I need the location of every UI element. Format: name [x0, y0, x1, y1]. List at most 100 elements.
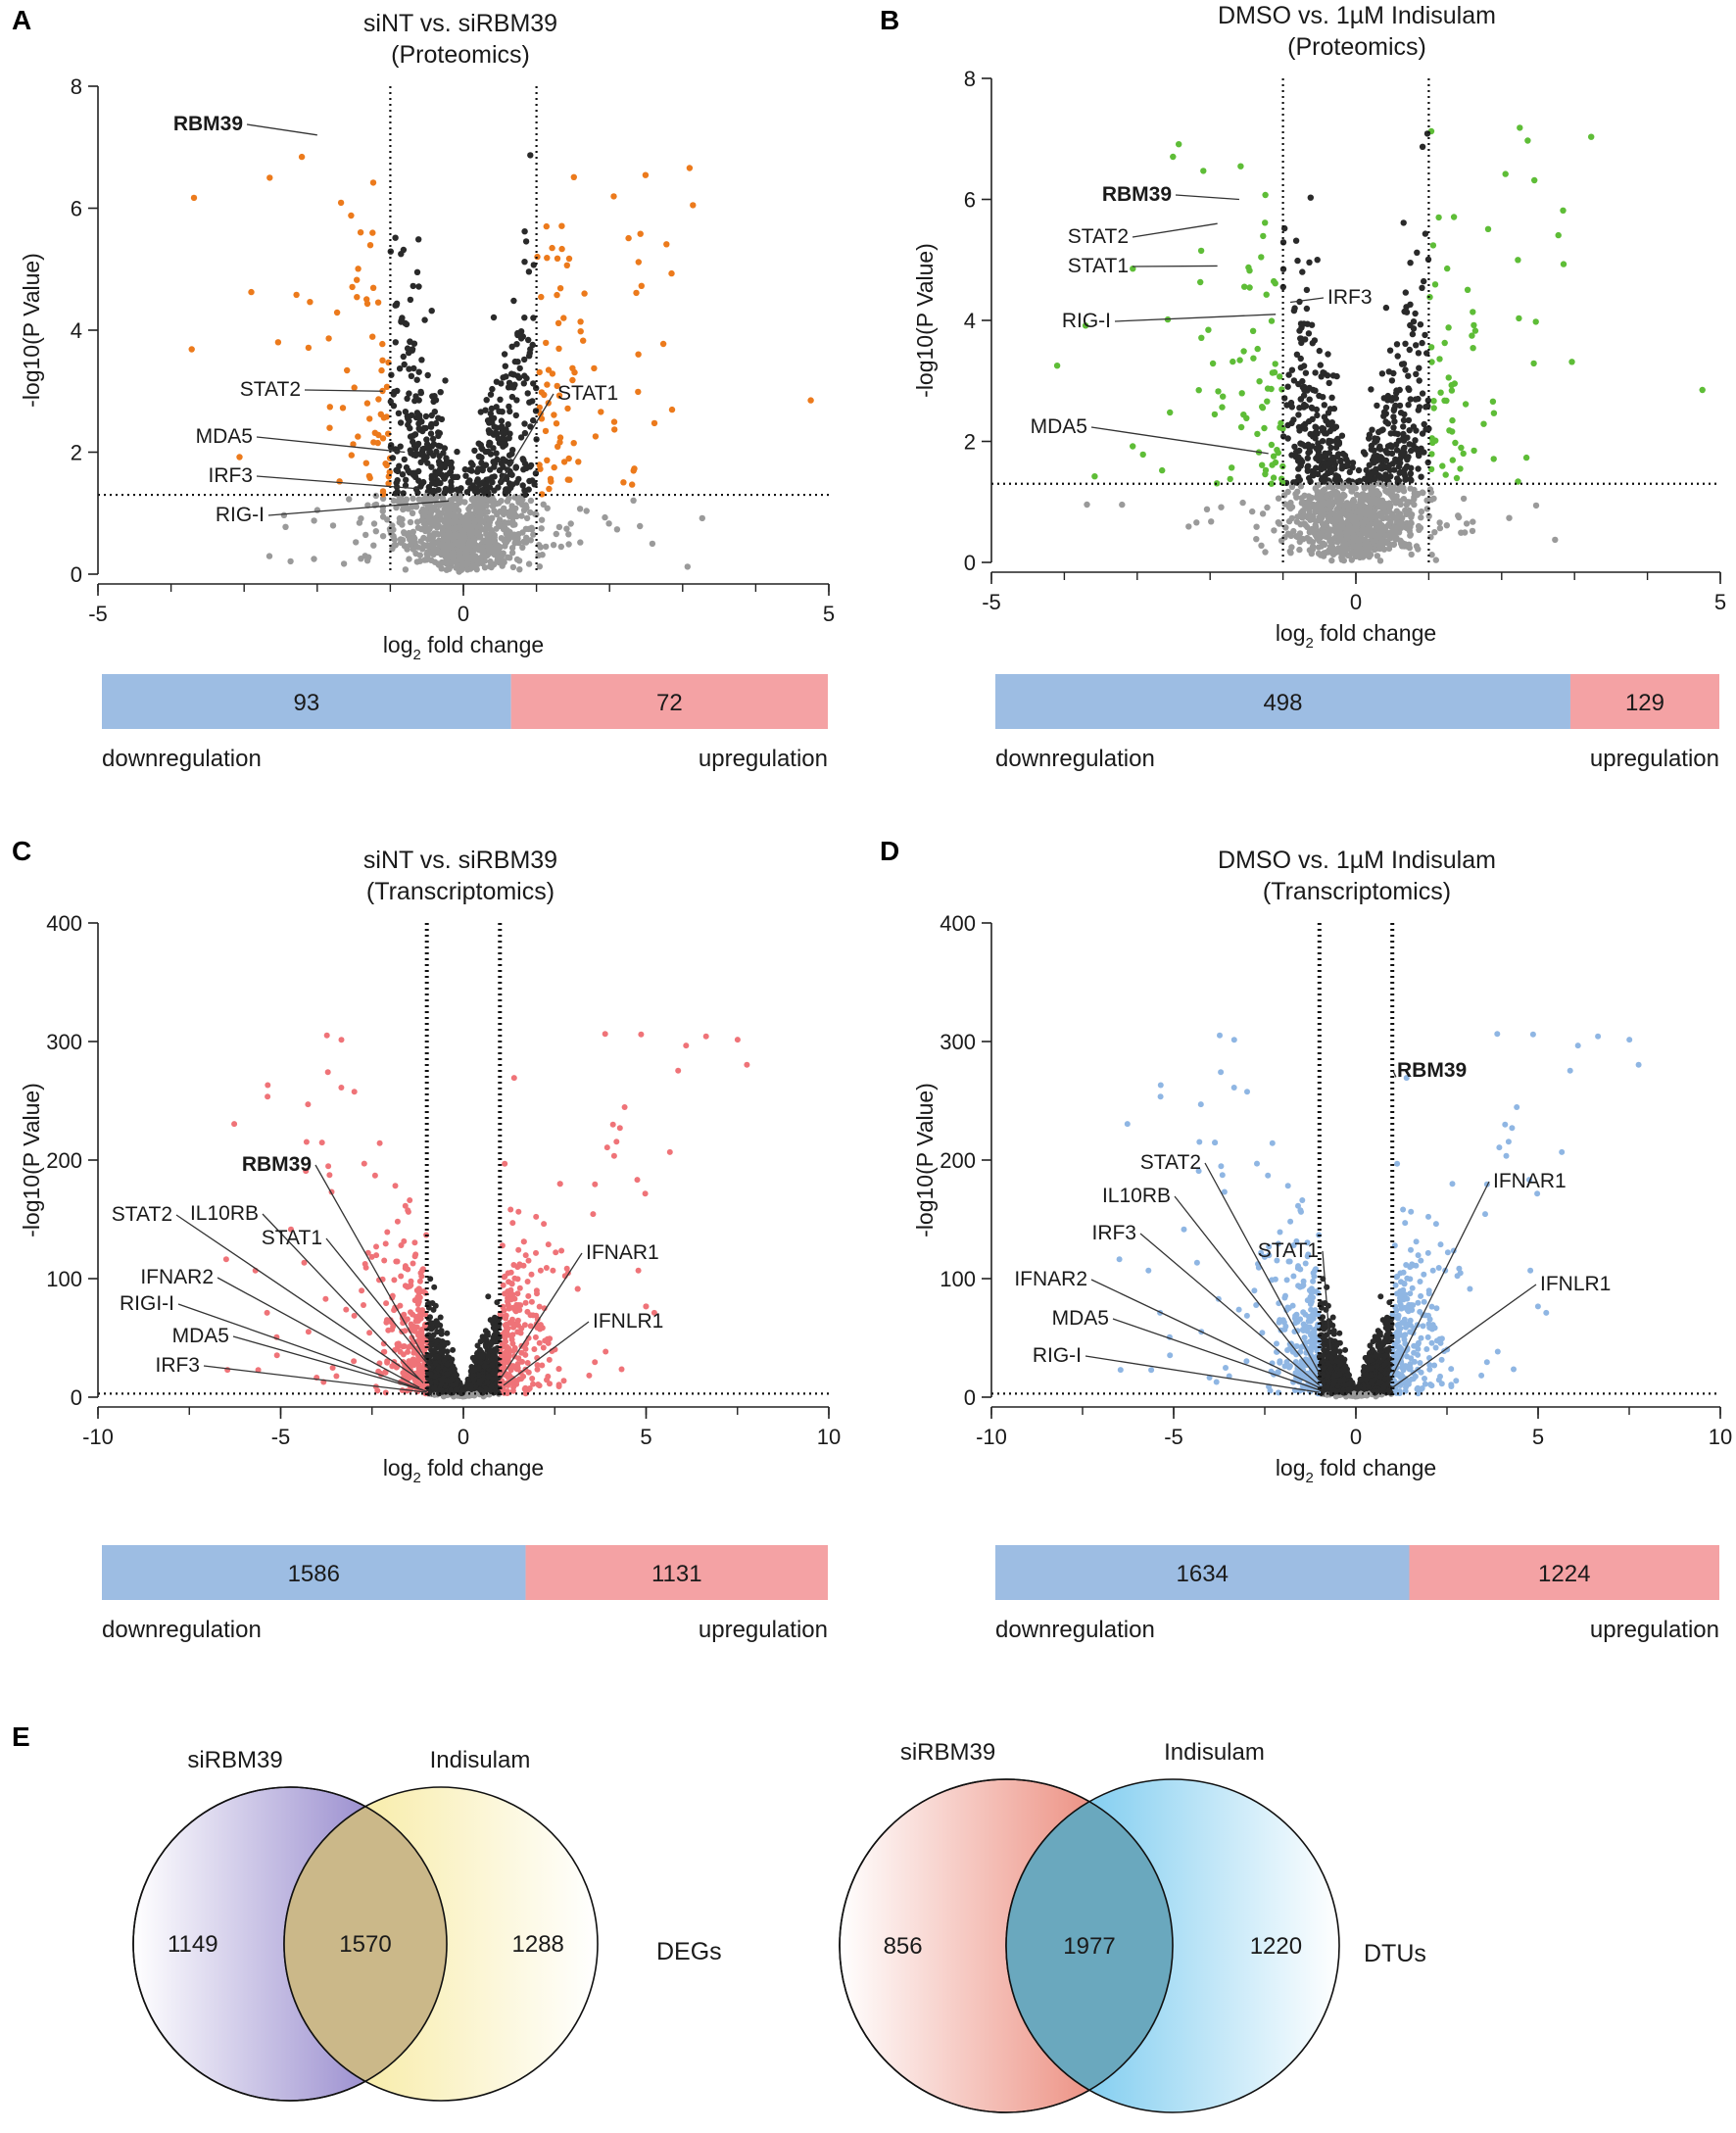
data-point: [489, 386, 495, 392]
data-point: [403, 566, 409, 572]
data-point: [1412, 311, 1418, 316]
data-point: [486, 419, 492, 425]
data-point: [526, 478, 532, 484]
data-point: [663, 241, 669, 247]
data-point: [429, 308, 435, 314]
data-point: [527, 509, 533, 515]
data-point: [580, 338, 586, 344]
x-axis-label: log2 fold change: [383, 632, 544, 663]
data-point: [1402, 477, 1408, 483]
data-point: [525, 1293, 531, 1299]
gene-label: STAT2: [1068, 225, 1129, 248]
data-point: [555, 320, 561, 326]
data-point: [529, 1376, 535, 1382]
data-point: [1347, 469, 1353, 475]
data-point: [611, 426, 617, 432]
data-point: [550, 370, 555, 376]
data-point: [1185, 523, 1191, 529]
data-point: [479, 499, 485, 505]
data-point: [511, 1075, 517, 1081]
data-point: [1530, 361, 1536, 366]
upregulation-label: upregulation: [699, 1617, 828, 1643]
data-point: [1517, 124, 1522, 130]
data-point: [611, 1153, 617, 1159]
data-point: [544, 1265, 550, 1271]
data-point: [548, 478, 554, 484]
data-point: [1306, 260, 1312, 266]
data-point: [405, 1349, 410, 1355]
data-point: [1236, 357, 1242, 363]
x-axis-label-sub: 2: [1306, 635, 1314, 652]
data-point: [1258, 254, 1264, 260]
data-point: [523, 465, 529, 471]
data-point: [1320, 438, 1326, 444]
data-point: [526, 268, 532, 274]
data-point: [1411, 423, 1417, 429]
data-point: [448, 488, 454, 494]
data-point: [513, 412, 519, 418]
data-point: [1313, 456, 1319, 461]
data-point: [408, 519, 413, 525]
data-point: [487, 466, 493, 472]
data-point: [488, 498, 494, 504]
data-point: [518, 512, 524, 518]
data-point: [1383, 476, 1389, 482]
chart-subtitle: (Transcriptomics): [1263, 878, 1451, 905]
data-point: [500, 444, 506, 450]
leader-line: [1290, 298, 1324, 302]
data-point: [1288, 452, 1294, 458]
data-point: [1307, 547, 1313, 553]
data-point: [503, 1338, 508, 1344]
upregulation-label: upregulation: [699, 746, 828, 772]
data-point: [489, 474, 495, 480]
data-point: [499, 554, 505, 559]
data-point: [1333, 507, 1339, 512]
data-point: [667, 1149, 673, 1155]
data-point: [1287, 550, 1293, 556]
data-point: [1313, 522, 1319, 528]
data-point: [541, 1221, 547, 1227]
data-point: [669, 407, 675, 412]
data-point: [1418, 321, 1423, 327]
data-point: [379, 358, 385, 364]
x-axis-label-sub: 2: [413, 647, 421, 663]
data-point: [422, 425, 428, 431]
data-point: [1340, 548, 1346, 554]
data-point: [614, 526, 620, 532]
data-point: [380, 435, 386, 441]
data-point: [1294, 489, 1300, 495]
leader-line: [305, 390, 383, 391]
data-point: [547, 1381, 553, 1386]
data-point: [1277, 520, 1282, 526]
data-point: [427, 449, 433, 455]
data-point: [1372, 469, 1377, 475]
data-point: [1290, 528, 1296, 534]
data-point: [510, 564, 516, 570]
data-point: [1330, 550, 1336, 556]
data-point: [489, 1384, 495, 1390]
leader-line: [1133, 266, 1218, 267]
data-point: [474, 530, 480, 536]
gene-label: RBM39: [242, 1153, 312, 1176]
data-point: [265, 1310, 270, 1316]
data-point: [538, 1268, 544, 1274]
data-point: [469, 461, 475, 467]
y-tick-label: 8: [964, 67, 976, 91]
data-point: [491, 1334, 497, 1340]
data-point: [1329, 456, 1335, 461]
data-point: [517, 365, 523, 371]
data-point: [554, 420, 559, 426]
data-point: [491, 1316, 497, 1322]
data-point: [549, 245, 555, 251]
data-point: [449, 543, 455, 549]
data-point: [1397, 456, 1403, 461]
data-point: [1300, 508, 1306, 513]
y-axis-label: -log10(P Value): [19, 253, 44, 408]
data-point: [504, 1349, 509, 1355]
data-point: [408, 433, 413, 439]
data-point: [521, 315, 527, 320]
data-point: [1399, 469, 1405, 475]
data-point: [366, 415, 372, 421]
data-point: [1315, 257, 1321, 263]
